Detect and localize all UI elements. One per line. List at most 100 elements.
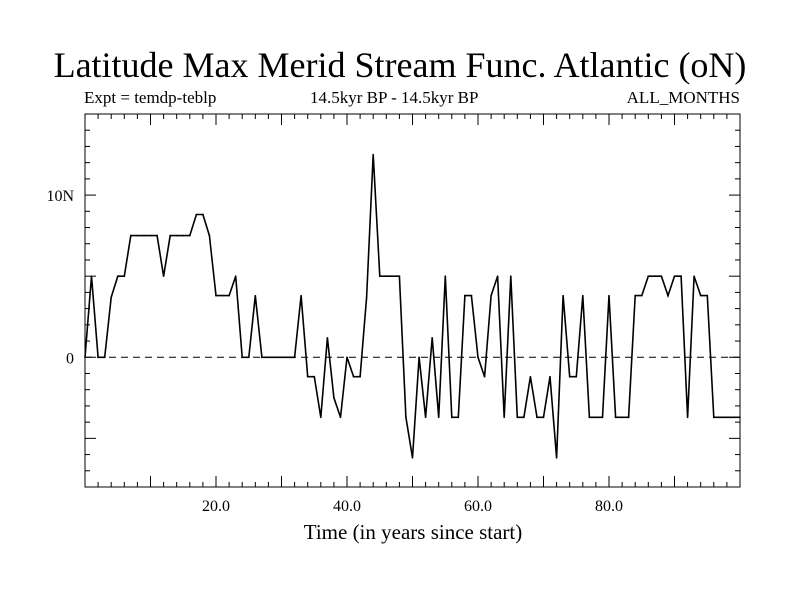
data-point [247, 356, 250, 359]
data-point [713, 416, 715, 419]
data-point [143, 234, 145, 237]
data-point [274, 356, 276, 359]
data-point [680, 275, 682, 277]
y-tick-label: 0 [66, 350, 74, 367]
data-point [595, 416, 597, 419]
experiment-label: Expt = temdp-teblp [84, 88, 217, 107]
data-point [84, 356, 86, 359]
data-point [660, 275, 663, 277]
data-point [726, 416, 728, 419]
data-point [372, 153, 375, 156]
data-point [136, 234, 139, 237]
data-point [169, 234, 171, 237]
data-point [424, 416, 427, 419]
data-point [261, 356, 263, 359]
data-point [313, 375, 316, 378]
data-point [405, 416, 407, 419]
data-point [221, 294, 224, 297]
data-point [640, 294, 643, 297]
data-point [451, 416, 453, 419]
data-point [241, 356, 243, 359]
data-point [300, 294, 302, 297]
x-tick-label: 60.0 [464, 498, 492, 515]
data-point [254, 294, 257, 297]
y-tick-label: 10N [46, 188, 74, 205]
data-point [536, 416, 538, 419]
data-point [149, 234, 152, 237]
data-point [549, 375, 551, 378]
data-point [542, 416, 545, 419]
data-point [437, 416, 440, 419]
data-point [182, 234, 185, 237]
data-point [575, 375, 578, 378]
data-point [208, 234, 211, 237]
chart-title: Latitude Max Merid Stream Func. Atlantic… [53, 45, 747, 85]
data-point [719, 416, 722, 419]
data-point [477, 356, 479, 359]
data-point [287, 356, 289, 359]
data-point [614, 416, 617, 419]
data-point [555, 457, 558, 459]
data-point [470, 294, 473, 297]
data-point [228, 294, 230, 297]
data-point [378, 275, 381, 277]
data-point [621, 416, 623, 419]
data-point [97, 356, 99, 359]
data-point [339, 416, 342, 419]
data-point [503, 416, 506, 419]
data-point [103, 356, 106, 359]
data-point [116, 275, 119, 277]
data-point [175, 234, 178, 237]
data-point [365, 296, 368, 299]
data-point [608, 294, 610, 297]
data-point [686, 416, 689, 419]
data-point [673, 275, 676, 277]
data-point [457, 416, 460, 419]
data-point [346, 356, 348, 359]
data-point [693, 275, 695, 277]
x-axis-label: Time (in years since start) [303, 520, 523, 544]
data-point [306, 375, 309, 378]
x-tick-label: 20.0 [202, 498, 230, 515]
data-point [267, 356, 270, 359]
data-point [490, 294, 492, 297]
data-point [320, 416, 322, 419]
data-point [483, 375, 486, 378]
data-point [293, 356, 296, 359]
x-tick-label: 40.0 [333, 498, 361, 515]
data-point [392, 275, 394, 277]
series-line [84, 154, 740, 458]
data-point [667, 294, 669, 297]
data-point [496, 275, 499, 277]
data-point [215, 294, 217, 297]
data-point [234, 275, 237, 277]
months-label: ALL_MONTHS [626, 88, 740, 107]
data-point [195, 213, 198, 216]
data-point [156, 234, 158, 237]
data-point [352, 375, 355, 378]
data-point [444, 275, 447, 277]
data-point [189, 234, 191, 237]
data-point [582, 294, 584, 297]
data-point [647, 275, 650, 277]
data-point [333, 397, 335, 399]
data-point [732, 416, 735, 419]
data-point [699, 294, 702, 297]
data-point [706, 294, 709, 297]
data-point [568, 375, 571, 378]
data-point [280, 356, 283, 359]
data-point [516, 416, 519, 419]
data-point [326, 337, 329, 339]
data-point [418, 356, 420, 359]
period-label: 14.5kyr BP - 14.5kyr BP [310, 88, 479, 107]
data-point [398, 275, 401, 277]
data-point [739, 416, 741, 419]
data-point [385, 275, 388, 277]
data-point [431, 337, 433, 339]
data-point [601, 416, 604, 419]
data-point [90, 275, 93, 277]
plot-frame [84, 113, 741, 488]
data-point [130, 234, 132, 237]
x-tick-label: 80.0 [595, 498, 623, 515]
